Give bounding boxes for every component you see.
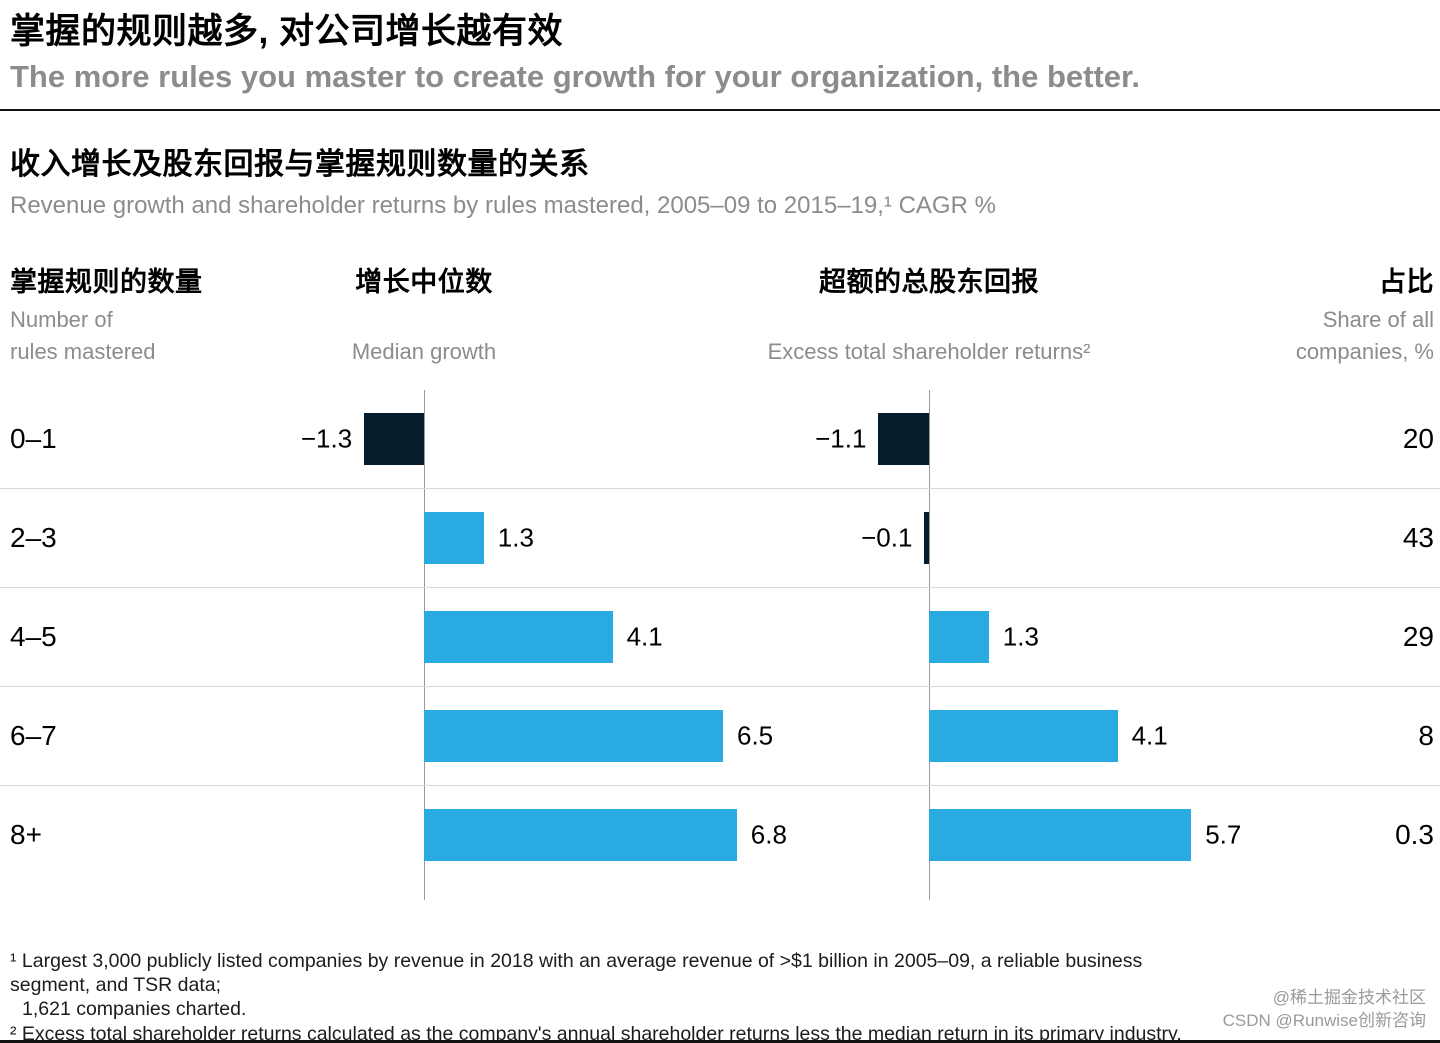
tsr-value-label: 1.3 xyxy=(1002,621,1039,652)
chart-row: 2–3 1.3 −0.1 43 xyxy=(0,487,1440,587)
growth-bar xyxy=(424,610,613,663)
column-header-share-en: Share of all companies, % xyxy=(1295,307,1434,364)
category-label: 4–5 xyxy=(10,620,57,652)
footnotes: ¹ Largest 3,000 publicly listed companie… xyxy=(10,950,1200,1043)
share-value: 43 xyxy=(1402,521,1434,553)
share-value: 20 xyxy=(1402,422,1434,454)
bottom-rule xyxy=(0,1040,1440,1043)
category-label: 6–7 xyxy=(10,719,57,751)
tsr-bar xyxy=(929,808,1192,861)
growth-value-label: 4.1 xyxy=(626,621,663,652)
growth-value-label: 6.8 xyxy=(750,819,787,850)
footnote-2: ² Excess total shareholder returns calcu… xyxy=(10,1023,1182,1043)
footnote-1-continued: 1,621 companies charted. xyxy=(22,998,247,1021)
tsr-bar xyxy=(878,412,929,465)
watermark: @稀土掘金技术社区 CSDN @Runwise创新咨询 xyxy=(1223,987,1426,1033)
column-header-rules-en: Number of rules mastered xyxy=(10,307,156,364)
watermark-line-1: @稀土掘金技术社区 xyxy=(1272,988,1426,1008)
column-header-share-zh: 占比 xyxy=(1379,266,1434,297)
tsr-value-label: −1.1 xyxy=(815,423,867,454)
chart-row: 4–5 4.1 1.3 29 xyxy=(0,586,1440,686)
column-header-share: 占比 Share of all companies, % xyxy=(1296,260,1434,368)
share-value: 29 xyxy=(1402,620,1434,652)
chart-rows: 0–1 −1.3 −1.1 20 2–3 1.3 −0.1 43 4–5 4.1 1.3 29 6–7 6… xyxy=(0,390,1440,884)
category-label: 2–3 xyxy=(10,521,57,553)
column-header-tsr-en: Excess total shareholder returns² xyxy=(767,339,1091,364)
watermark-line-2: CSDN @Runwise创新咨询 xyxy=(1222,1011,1426,1031)
growth-value-label: 6.5 xyxy=(737,720,774,751)
column-header-growth-en: Median growth xyxy=(351,339,497,364)
page-title: 掌握的规则越多, 对公司增长越有效 xyxy=(10,12,563,51)
section-subtitle: Revenue growth and shareholder returns b… xyxy=(10,191,996,219)
section-title: 收入增长及股东回报与掌握规则数量的关系 xyxy=(10,147,590,181)
category-label: 0–1 xyxy=(10,422,57,454)
chart-area: 0–1 −1.3 −1.1 20 2–3 1.3 −0.1 43 4–5 4.1 1.3 29 6–7 6… xyxy=(0,389,1440,900)
column-header-rules-zh: 掌握规则的数量 xyxy=(10,266,203,297)
column-headers: 掌握规则的数量 Number of rules mastered 增长中位数 M… xyxy=(0,260,1440,368)
tsr-bar xyxy=(924,511,929,564)
chart-row: 8+ 6.8 5.7 0.3 xyxy=(0,784,1440,884)
growth-value-label: −1.3 xyxy=(300,423,353,454)
column-header-growth: 增长中位数 Median growth xyxy=(352,260,496,368)
growth-value-label: 1.3 xyxy=(497,522,534,553)
growth-bar xyxy=(424,709,723,762)
category-label: 8+ xyxy=(10,818,42,850)
header-divider xyxy=(0,108,1440,111)
chart-row: 0–1 −1.3 −1.1 20 xyxy=(0,390,1440,488)
column-header-rules: 掌握规则的数量 Number of rules mastered xyxy=(10,260,203,368)
header: 掌握的规则越多, 对公司增长越有效 The more rules you mas… xyxy=(0,0,1440,95)
growth-bar xyxy=(424,808,737,861)
share-value: 0.3 xyxy=(1395,818,1434,850)
share-value: 8 xyxy=(1418,719,1434,751)
growth-bar xyxy=(364,412,424,465)
chart-row: 6–7 6.5 4.1 8 xyxy=(0,685,1440,785)
tsr-value-label: 4.1 xyxy=(1131,720,1168,751)
page-subtitle: The more rules you master to create grow… xyxy=(10,59,1140,95)
tsr-bar xyxy=(929,610,989,663)
column-header-tsr: 超额的总股东回报 Excess total shareholder return… xyxy=(768,260,1091,368)
column-header-tsr-zh: 超额的总股东回报 xyxy=(818,266,1039,297)
growth-bar xyxy=(424,511,484,564)
footnote-1: ¹ Largest 3,000 publicly listed companie… xyxy=(10,949,1143,996)
column-header-growth-zh: 增长中位数 xyxy=(355,266,493,297)
tsr-value-label: −0.1 xyxy=(861,522,913,553)
tsr-bar xyxy=(929,709,1118,762)
tsr-value-label: 5.7 xyxy=(1205,819,1242,850)
